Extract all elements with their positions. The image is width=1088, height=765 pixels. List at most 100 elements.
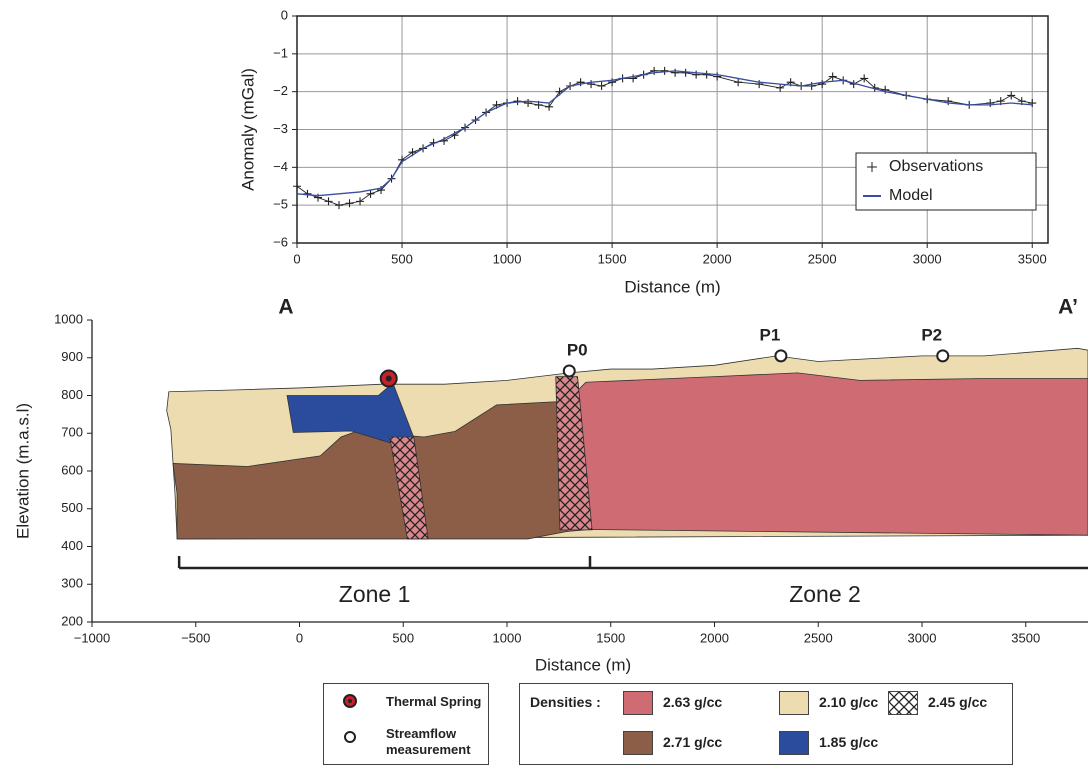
x-tick-label: 1000 xyxy=(493,630,522,645)
observation-marker xyxy=(597,81,606,90)
thermal-spring-icon-dot xyxy=(348,699,352,703)
observation-marker xyxy=(1007,91,1016,100)
observation-marker xyxy=(692,70,701,79)
legend-swatch xyxy=(888,691,918,715)
x-tick-label: 3000 xyxy=(908,630,937,645)
legend-label: 2.45 g/cc xyxy=(928,694,988,710)
legend-marker xyxy=(867,162,877,172)
x-axis-label: Distance (m) xyxy=(624,277,720,296)
observation-marker xyxy=(513,97,522,106)
legend-label: 1.85 g/cc xyxy=(819,734,879,750)
observation-marker xyxy=(702,70,711,79)
density-legend: Densities : 2.63 g/cc 2.10 g/cc 2.45 g/cc 2… xyxy=(519,683,1013,765)
y-tick-label: 200 xyxy=(61,613,83,628)
observation-marker xyxy=(324,197,333,206)
observation-marker xyxy=(681,68,690,77)
observation-marker xyxy=(734,78,743,87)
observation-marker xyxy=(545,102,554,111)
plot-border xyxy=(296,15,1049,244)
density-body xyxy=(566,372,1088,536)
observation-marker xyxy=(650,66,659,75)
streamflow-point xyxy=(936,349,950,363)
legend-label: Streamflow measurement xyxy=(386,726,471,757)
symbol-legend-icons xyxy=(343,694,357,743)
density-body xyxy=(172,400,568,540)
legend-swatch xyxy=(779,731,809,755)
observation-marker xyxy=(1028,99,1037,108)
legend-label: Observations xyxy=(889,158,983,175)
legend-label: Model xyxy=(889,187,933,204)
observation-marker xyxy=(366,189,375,198)
series-line xyxy=(296,70,1033,197)
x-tick-label: 1500 xyxy=(598,251,627,266)
y-tick-label: −5 xyxy=(273,197,288,212)
x-tick-label: 500 xyxy=(392,630,414,645)
observation-marker xyxy=(881,85,890,94)
observation-marker xyxy=(293,182,301,191)
y-tick-label: 600 xyxy=(61,462,83,477)
density-body-hatch xyxy=(389,437,429,539)
observation-marker xyxy=(314,193,323,202)
legend-swatch xyxy=(623,731,653,755)
observation-marker xyxy=(828,72,837,81)
observation-marker xyxy=(303,189,312,198)
streamflow-point xyxy=(774,349,788,363)
legend-box xyxy=(855,152,1037,211)
observation-marker xyxy=(807,81,816,90)
legend-label: Thermal Spring xyxy=(386,694,482,709)
observation-marker xyxy=(776,83,785,92)
observation-marker xyxy=(587,80,596,89)
streamflow-label: P0 xyxy=(567,340,588,359)
observation-marker xyxy=(944,97,953,106)
section-end: A xyxy=(278,296,293,319)
y-tick-label: 700 xyxy=(61,425,83,440)
zone-label: Zone 2 xyxy=(789,581,861,607)
streamflow-label: P1 xyxy=(760,325,781,344)
y-tick-label: 800 xyxy=(61,387,83,402)
symbol-legend: Thermal Spring Streamflow measurement xyxy=(323,683,489,765)
x-tick-label: −1000 xyxy=(74,630,111,645)
x-tick-label: 1000 xyxy=(493,251,522,266)
y-axis-label: Elevation (m.a.s.l) xyxy=(13,403,32,539)
x-tick-label: −500 xyxy=(181,630,210,645)
y-tick-label: −2 xyxy=(273,83,288,98)
observation-marker xyxy=(671,68,680,77)
observation-marker xyxy=(713,72,722,81)
streamflow-point xyxy=(562,364,576,378)
observation-marker xyxy=(818,80,827,89)
x-tick-label: 0 xyxy=(293,251,300,266)
legend-label: 2.71 g/cc xyxy=(663,734,723,750)
y-tick-label: 500 xyxy=(61,500,83,515)
observation-marker xyxy=(629,74,638,83)
y-axis-label: Anomaly (mGal) xyxy=(238,68,257,191)
y-tick-label: 900 xyxy=(61,349,83,364)
y-tick-label: −6 xyxy=(273,234,288,249)
y-tick-label: 1000 xyxy=(54,311,83,326)
hatch-icon xyxy=(889,692,917,714)
x-tick-label: 2000 xyxy=(700,630,729,645)
x-tick-label: 3500 xyxy=(1011,630,1040,645)
legend-label: 2.63 g/cc xyxy=(663,694,723,710)
streamflow-icon xyxy=(344,731,356,743)
y-tick-label: 300 xyxy=(61,576,83,591)
x-tick-label: 2000 xyxy=(703,251,732,266)
x-tick-label: 3500 xyxy=(1018,251,1047,266)
thermal-spring-dot xyxy=(385,375,392,382)
observation-marker xyxy=(608,78,617,87)
legend-title: Densities : xyxy=(530,694,601,710)
x-tick-label: 1500 xyxy=(596,630,625,645)
density-body-hatch xyxy=(555,376,593,530)
observation-marker xyxy=(356,197,365,206)
legend-swatch xyxy=(623,691,653,715)
observation-marker xyxy=(986,99,995,108)
x-tick-label: 500 xyxy=(391,251,413,266)
observation-marker xyxy=(335,201,344,210)
streamflow-label: P2 xyxy=(921,325,942,344)
observation-marker xyxy=(660,66,669,75)
observation-marker xyxy=(524,99,533,108)
section-end: A’ xyxy=(1058,296,1078,319)
x-tick-label: 2500 xyxy=(808,251,837,266)
observation-marker xyxy=(576,78,585,87)
